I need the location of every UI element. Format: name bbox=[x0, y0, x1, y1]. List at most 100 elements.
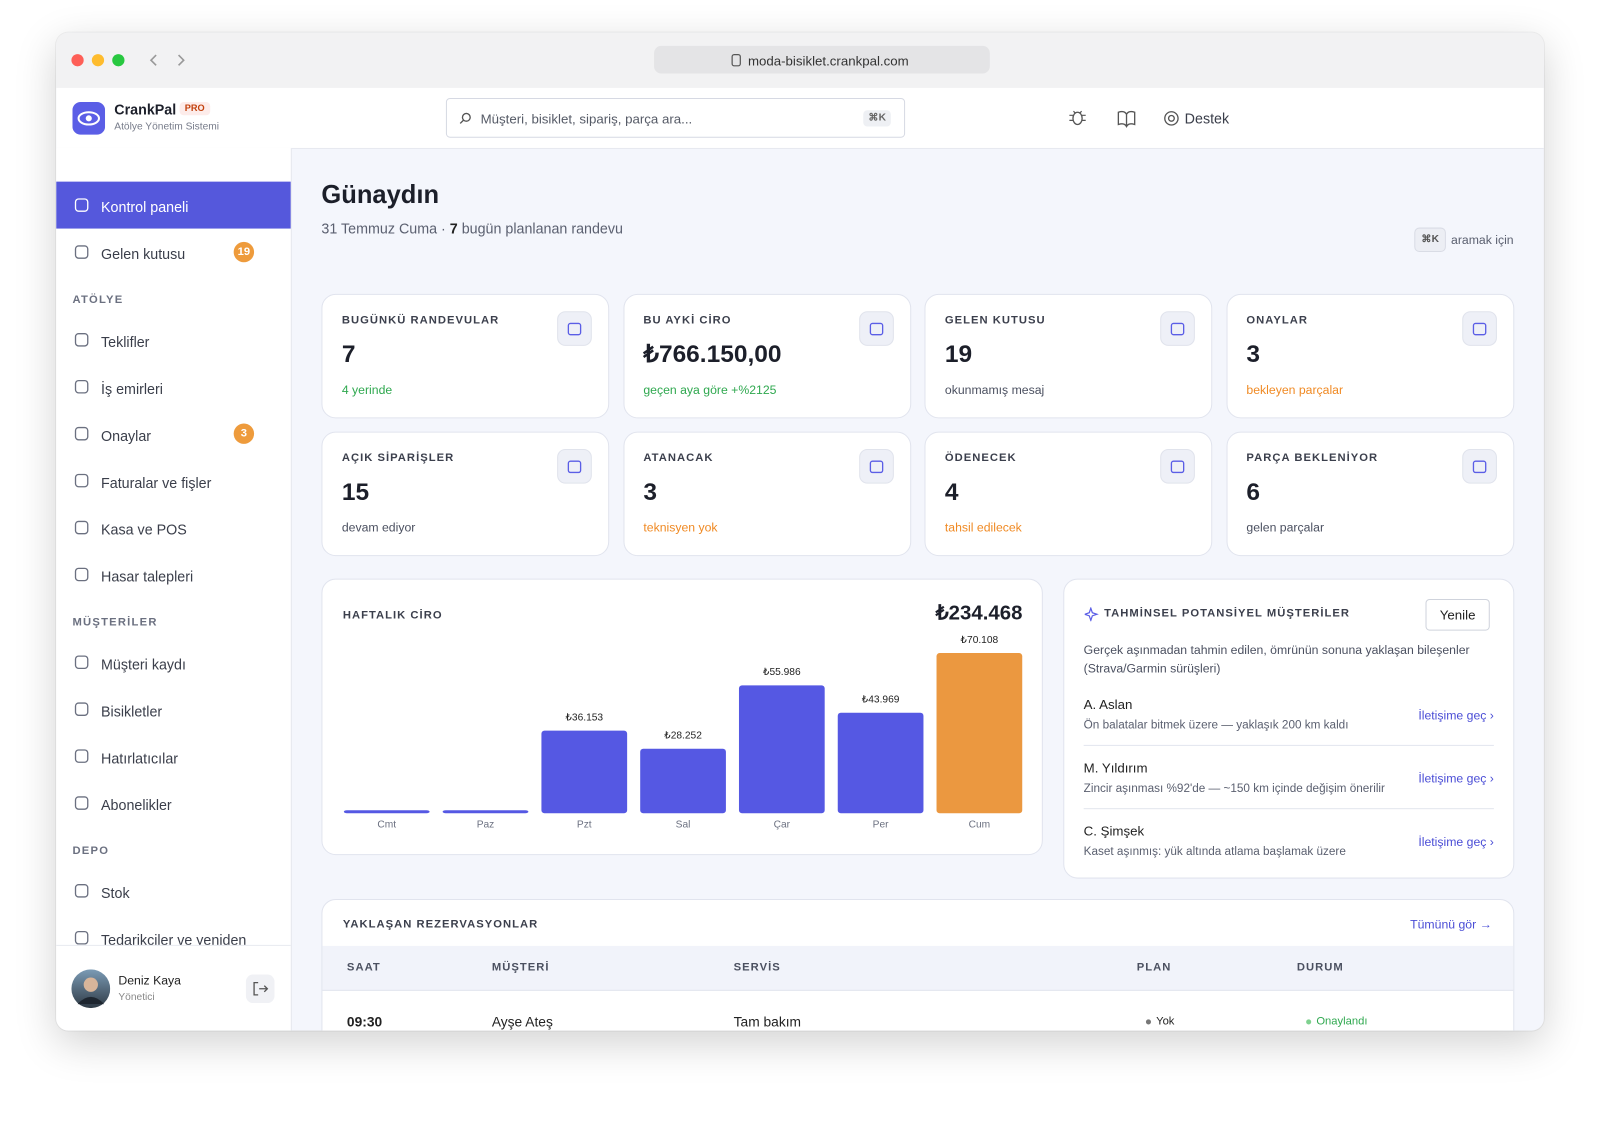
weekly-revenue-card: HAFTALIK CİRO ₺234.468 Cmt Paz ₺36.153 Pzt ₺… bbox=[321, 578, 1043, 856]
icon bbox=[567, 322, 582, 336]
nav-item[interactable]: Teklifler bbox=[56, 316, 291, 363]
stat-value: 7 bbox=[341, 340, 356, 369]
nav-icon bbox=[74, 198, 89, 212]
logout-icon bbox=[253, 981, 269, 996]
stat-icon bbox=[858, 448, 894, 484]
avatar bbox=[71, 969, 111, 1009]
bar bbox=[837, 712, 924, 814]
see-all-link[interactable]: Tümünü gör → bbox=[1410, 917, 1492, 932]
nav-item[interactable]: Kasa ve POS bbox=[56, 504, 291, 551]
date-suffix: bugün planlanan randevu bbox=[461, 220, 623, 237]
icon-shape bbox=[567, 322, 582, 336]
stat-value: 15 bbox=[341, 478, 370, 507]
icon-shape bbox=[74, 426, 89, 441]
value-label: ₺36.153 bbox=[565, 712, 603, 723]
icon-shape bbox=[74, 655, 89, 670]
customer-name: C. Şimşek bbox=[1083, 823, 1145, 839]
stat-note: gelen parçalar bbox=[1246, 520, 1325, 535]
x-tick-label: Sal bbox=[676, 820, 691, 831]
nav-label: Hasar talepleri bbox=[101, 568, 194, 585]
predictive-card: TAHMİNSEL POTANSİYEL MÜŞTERİLER Yenile G… bbox=[1063, 578, 1515, 879]
bar bbox=[343, 810, 430, 814]
icon-shape bbox=[74, 520, 89, 535]
stat-value: 19 bbox=[944, 340, 973, 369]
icon-shape bbox=[74, 884, 89, 898]
reservations-card: YAKLAŞAN REZERVASYONLAR Tümünü gör → SAA… bbox=[321, 898, 1515, 1031]
stat-label: BUGÜNKÜ RANDEVULAR bbox=[341, 314, 500, 327]
customer-detail: Ön balatalar bitmek üzere — yaklaşık 200… bbox=[1083, 719, 1349, 732]
nav-item[interactable]: Gelen kutusu 19 bbox=[56, 229, 291, 276]
refresh-button[interactable]: Yenile bbox=[1425, 598, 1490, 631]
nav-item[interactable]: Tedarikçiler ve yeniden sipariş bbox=[56, 914, 291, 945]
stat-icon bbox=[1461, 311, 1497, 346]
stat-note: geçen aya göre +%2125 bbox=[643, 382, 777, 397]
nav-label: Tedarikçiler ve yeniden sipariş bbox=[101, 931, 247, 945]
stat-label: ÖDENECEK bbox=[944, 452, 1017, 465]
nav-item[interactable]: Faturalar ve fişler bbox=[56, 457, 291, 504]
nav-label: Kasa ve POS bbox=[101, 521, 187, 538]
nav-item[interactable]: Bisikletler bbox=[56, 686, 291, 733]
cell: Ayşe Ateş bbox=[491, 1014, 553, 1030]
greeting: Günaydın bbox=[321, 180, 440, 210]
icon-shape bbox=[74, 245, 89, 259]
stat-card: ONAYLAR 3 bekleyen parçalar bbox=[1226, 293, 1514, 419]
nav-icon bbox=[74, 749, 89, 763]
stat-value: 6 bbox=[1246, 478, 1261, 507]
nav-badge: 19 bbox=[233, 241, 255, 263]
nav-item[interactable]: Stok bbox=[56, 867, 291, 914]
icon bbox=[1472, 460, 1486, 474]
nav-icon bbox=[74, 655, 89, 670]
nav-icon bbox=[74, 702, 89, 716]
sidebar-nav: Kontrol paneli Gelen kutusu 19 ATÖLYE Teklif… bbox=[56, 148, 291, 945]
nav-item[interactable]: Hasar talepleri bbox=[56, 551, 291, 598]
logout-button[interactable] bbox=[245, 974, 275, 1004]
bar bbox=[640, 748, 726, 814]
contact-link[interactable]: İletişime geç › bbox=[1418, 771, 1494, 786]
chart-title: HAFTALIK CİRO bbox=[342, 609, 443, 622]
stat-label: PARÇA BEKLENİYOR bbox=[1246, 452, 1379, 465]
stat-label: BU AYKİ CİRO bbox=[643, 314, 732, 327]
nav-icon bbox=[74, 379, 89, 394]
url-bar[interactable]: moda-bisiklet.crankpal.com bbox=[654, 45, 990, 74]
stat-value: 4 bbox=[944, 478, 959, 507]
divider bbox=[1083, 808, 1494, 810]
contact-link[interactable]: İletişime geç › bbox=[1418, 834, 1494, 849]
column-header: PLAN bbox=[1136, 961, 1172, 974]
nav-item[interactable]: Onaylar 3 bbox=[56, 410, 291, 457]
icon-shape bbox=[74, 333, 89, 347]
user-role: Yönetici bbox=[118, 991, 155, 1004]
customer-detail: Zincir aşınması %92'de — ~150 km içinde … bbox=[1083, 782, 1385, 795]
icon-shape bbox=[869, 322, 883, 336]
icon-shape bbox=[74, 749, 89, 763]
nav-label: Hatırlatıcılar bbox=[101, 749, 179, 767]
plan-badge: PRO bbox=[179, 102, 210, 116]
x-tick-label: Per bbox=[873, 820, 889, 831]
nav-item[interactable]: İş emirleri bbox=[56, 363, 291, 410]
contact-link[interactable]: İletişime geç › bbox=[1418, 708, 1494, 723]
nav-item[interactable]: Abonelikler bbox=[56, 780, 291, 827]
table-header bbox=[322, 945, 1514, 991]
stat-note: tahsil edilecek bbox=[944, 520, 1022, 535]
header-icons[interactable] bbox=[1068, 108, 1201, 129]
nav-item[interactable]: Hatırlatıcılar bbox=[56, 733, 291, 780]
nav-label: Gelen kutusu bbox=[101, 245, 186, 263]
section-title: DEPO bbox=[72, 844, 110, 858]
stat-label: ATANACAK bbox=[643, 452, 714, 465]
x-tick-label: Paz bbox=[477, 820, 495, 831]
nav-badge: 3 bbox=[233, 423, 255, 444]
search-icon bbox=[459, 112, 471, 124]
search-box[interactable]: Müşteri, bisiklet, sipariş, parça ara...… bbox=[445, 97, 906, 138]
status-dot bbox=[1306, 1019, 1312, 1025]
bar bbox=[541, 730, 628, 814]
user-panel: Deniz Kaya Yönetici bbox=[56, 944, 291, 1031]
icon-shape bbox=[74, 473, 89, 488]
icon bbox=[1170, 460, 1185, 474]
nav-icon bbox=[74, 245, 89, 259]
nav-item[interactable]: Kontrol paneli bbox=[56, 181, 291, 229]
cell: Tam bakım bbox=[733, 1014, 802, 1030]
bar bbox=[936, 653, 1023, 814]
status-dot bbox=[1145, 1019, 1152, 1025]
support-link[interactable]: Destek bbox=[1184, 110, 1230, 127]
nav-item[interactable]: Müşteri kaydı bbox=[56, 639, 291, 686]
